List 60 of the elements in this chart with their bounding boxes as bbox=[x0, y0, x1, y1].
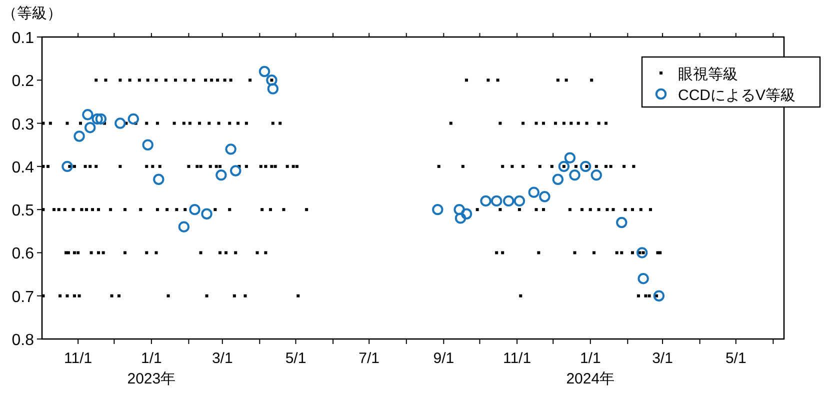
point bbox=[569, 169, 580, 181]
point bbox=[189, 204, 200, 216]
point bbox=[638, 273, 649, 284]
point bbox=[153, 174, 164, 185]
point bbox=[539, 191, 550, 202]
y-tick-label: 0.2 bbox=[12, 73, 34, 90]
point bbox=[82, 109, 94, 120]
point bbox=[216, 169, 227, 181]
x-tick-label: 1/1 2023年 bbox=[127, 350, 176, 388]
x-tick-label: 11/1 bbox=[64, 350, 92, 367]
y-tick-label: 0.7 bbox=[12, 288, 34, 306]
x-tick-label: 5/1 bbox=[725, 350, 746, 367]
y-tick-label: 0.4 bbox=[12, 159, 34, 176]
y-tick-label: 0.3 bbox=[12, 116, 34, 134]
point bbox=[528, 186, 540, 198]
point bbox=[514, 195, 526, 207]
point bbox=[480, 195, 492, 207]
x-tick-label: 9/1 bbox=[433, 350, 454, 367]
x-tick-label: 7/1 bbox=[358, 350, 380, 367]
point bbox=[266, 74, 278, 86]
x-tick-label: 11/1 bbox=[502, 350, 532, 367]
point bbox=[564, 152, 576, 164]
point bbox=[432, 204, 444, 216]
point bbox=[454, 204, 465, 216]
legend-label: 眼視等級 bbox=[678, 66, 738, 83]
point bbox=[178, 221, 190, 232]
point bbox=[558, 160, 570, 172]
x-tick-label: 3/1 bbox=[212, 350, 233, 367]
point bbox=[84, 122, 96, 134]
x-tick-label: 1/1 2024年 bbox=[566, 350, 615, 388]
y-tick-label: 0.5 bbox=[12, 202, 34, 220]
point bbox=[267, 83, 278, 94]
point bbox=[258, 66, 270, 78]
point bbox=[653, 290, 665, 302]
y-axis-title: （等級） bbox=[2, 5, 62, 22]
point bbox=[636, 247, 648, 258]
point bbox=[74, 130, 85, 142]
point bbox=[142, 139, 154, 150]
point bbox=[114, 118, 126, 129]
point bbox=[62, 160, 73, 172]
point bbox=[92, 113, 103, 125]
point bbox=[454, 212, 466, 224]
x-tick-label: 5/1 bbox=[285, 350, 306, 367]
y-tick-label: 0.6 bbox=[12, 246, 34, 263]
point bbox=[95, 113, 107, 125]
y-tick-label: 0.8 bbox=[12, 332, 34, 349]
point bbox=[503, 195, 514, 207]
point bbox=[552, 174, 564, 185]
point bbox=[225, 144, 236, 155]
legend-label: CCDによるV等級 bbox=[678, 87, 796, 104]
point bbox=[128, 113, 139, 125]
point bbox=[460, 208, 472, 220]
x-tick-label: 3/1 bbox=[652, 350, 673, 367]
point bbox=[616, 216, 628, 228]
point bbox=[201, 208, 212, 220]
y-tick-label: 0.1 bbox=[12, 30, 34, 47]
point bbox=[230, 165, 242, 176]
point bbox=[580, 160, 592, 172]
point bbox=[490, 195, 502, 207]
point bbox=[590, 169, 602, 181]
